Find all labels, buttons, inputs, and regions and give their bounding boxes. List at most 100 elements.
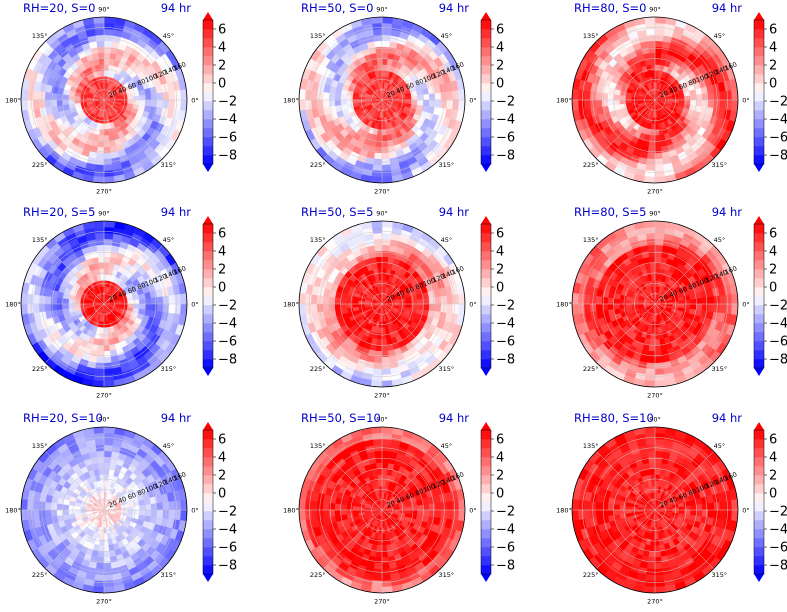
colorbar-segment <box>203 101 213 111</box>
contour-cell <box>684 99 691 105</box>
contour-cell <box>103 46 112 54</box>
contour-cell <box>370 221 383 228</box>
colorbar-segment <box>754 74 764 84</box>
colorbar-tick-label: −8 <box>218 353 237 368</box>
contour-cell <box>428 99 436 108</box>
contour-cell <box>647 146 656 154</box>
panel-time-label: 94 hr <box>712 205 743 219</box>
contour-cell <box>381 70 387 77</box>
contour-cell <box>133 509 140 515</box>
contour-cell <box>377 129 383 136</box>
colorbar-tick-label: −2 <box>769 299 787 314</box>
panel-grid: 0°45°90°135°180°225°270°315°204060801001… <box>5 1 787 606</box>
panel-title: RH=80, S=5 <box>574 205 646 219</box>
contour-cell <box>381 344 389 352</box>
contour-cell <box>375 256 383 264</box>
contour-cell <box>97 462 105 470</box>
contour-cell <box>695 99 703 107</box>
radial-tick-label: 80 <box>136 77 147 88</box>
contour-cell <box>577 293 585 305</box>
contour-cell <box>374 350 383 358</box>
angular-tick-label: 225° <box>310 161 326 169</box>
colorbar-segment <box>754 350 764 360</box>
contour-cell <box>103 250 112 258</box>
radial-tick-label: 40 <box>395 85 406 96</box>
contour-cell <box>156 296 164 305</box>
contour-cell <box>654 146 663 154</box>
contour-cell <box>595 99 603 108</box>
contour-cell <box>583 303 591 314</box>
contour-cell <box>103 176 116 183</box>
contour-cell <box>647 40 656 48</box>
contour-cell <box>428 92 436 101</box>
contour-cell <box>26 303 34 315</box>
colorbar-segment <box>754 287 764 297</box>
contour-cell <box>32 99 40 110</box>
contour-cell <box>654 274 660 281</box>
colorbar-tick-label: −6 <box>496 335 515 350</box>
contour-cell <box>150 509 158 518</box>
contour-cell <box>156 502 164 511</box>
contour-cell <box>452 293 460 305</box>
colorbar-segment <box>481 260 491 270</box>
colorbar-segment <box>203 287 213 297</box>
contour-cell <box>50 509 58 518</box>
contour-cell <box>381 256 389 264</box>
contour-cell <box>577 99 585 111</box>
contour-cell <box>310 294 318 305</box>
contour-cell <box>643 380 656 387</box>
contour-cell <box>180 303 187 316</box>
contour-cell <box>377 123 383 130</box>
colorbar-tick-label: 6 <box>496 23 504 38</box>
angular-gridline <box>45 41 105 101</box>
colorbar-segment <box>754 242 764 252</box>
contour-cell <box>381 140 389 148</box>
colorbar-segment <box>481 92 491 102</box>
panel-time-label: 94 hr <box>161 1 192 15</box>
contour-cell <box>50 502 58 511</box>
contour-cell <box>650 129 656 136</box>
colorbar-tick-label: 2 <box>218 263 226 278</box>
contour-cell <box>595 303 603 312</box>
contour-cell <box>647 46 656 54</box>
contour-cell <box>583 90 591 101</box>
colorbar-segment <box>754 278 764 288</box>
radial-tick-label: 20 <box>107 89 118 100</box>
contour-cell <box>374 46 383 54</box>
contour-cell <box>654 356 663 364</box>
colorbar-tick-label: −2 <box>218 299 237 314</box>
contour-cell <box>103 562 112 570</box>
contour-cell <box>150 296 158 305</box>
contour-cell <box>56 93 64 101</box>
colorbar-tick-label: 0 <box>496 281 504 296</box>
contour-cell <box>381 221 394 228</box>
contour-cell <box>417 303 424 310</box>
contour-cell <box>428 296 436 305</box>
contour-cell <box>174 99 182 111</box>
contour-cell <box>725 99 733 111</box>
contour-cell <box>103 221 116 228</box>
contour-cell <box>654 40 663 48</box>
colorbar-segment <box>754 332 764 342</box>
colorbar-tick-label: −8 <box>769 353 787 368</box>
colorbar-frame <box>202 19 214 165</box>
contour-cell <box>96 152 105 160</box>
colorbar-tick-label: −4 <box>218 317 237 332</box>
colorbar-tick-label: 6 <box>218 227 226 242</box>
contour-cell <box>381 356 390 364</box>
colorbar-segment <box>481 47 491 57</box>
contour-cell <box>381 350 390 358</box>
contour-cell <box>62 94 69 101</box>
contour-cell <box>654 140 662 148</box>
colorbar-segment <box>754 110 764 120</box>
colorbar-segment <box>481 119 491 129</box>
angular-tick-label: 180° <box>556 301 572 309</box>
colorbar-segment <box>481 38 491 48</box>
contour-cell <box>371 170 383 178</box>
colorbar-tick-label: −6 <box>769 335 787 350</box>
colorbar-tick-label: −2 <box>496 95 515 110</box>
angular-tick-label: 135° <box>583 236 599 244</box>
contour-cell <box>92 176 105 183</box>
contour-cell <box>381 40 390 48</box>
angular-gridline <box>103 99 163 159</box>
